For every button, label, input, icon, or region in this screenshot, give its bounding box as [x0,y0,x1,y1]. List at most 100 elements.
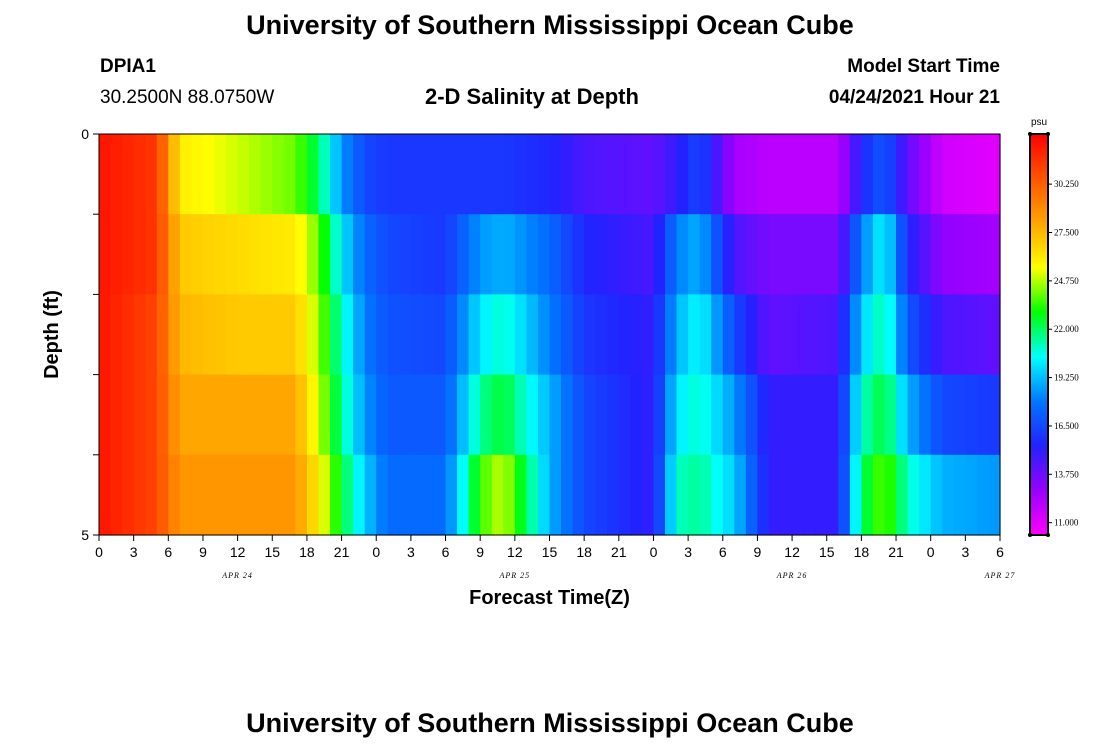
heat-cell [341,214,354,295]
heat-cell [595,134,608,215]
heat-cell [168,374,181,456]
heat-cell [179,454,193,536]
colorbar-tick-label: 13.750 [1054,469,1079,479]
heat-cell [745,374,759,456]
heat-cell [711,374,724,456]
heat-cell [214,214,227,295]
heat-cell [364,374,377,456]
heat-cell [122,214,135,295]
colorbar: psu 30.250 27.500 24.750 22.000 19.250 16.500 1… [1028,117,1079,537]
heat-cell [561,374,574,456]
heat-cell [607,214,620,295]
heat-cell [537,374,551,456]
heat-cell [237,214,250,295]
heat-cell [226,454,239,536]
heat-cell [930,294,943,376]
heat-cell [792,294,805,376]
heat-cell [549,134,562,215]
heat-cell [641,134,655,215]
heat-cell [561,214,574,295]
heat-cell [653,134,666,215]
heat-cell [861,214,874,295]
heat-cell [792,214,805,295]
x-tick-label: 6 [442,544,450,560]
heat-cell [861,294,874,376]
x-tick-label: 15 [264,544,280,560]
x-axis-label: Forecast Time(Z) [469,587,630,609]
colorbar-tick-label: 19.250 [1054,373,1079,383]
heat-cell [226,374,239,456]
heat-cell [191,294,204,376]
heat-cell [410,374,424,456]
heat-cell [145,134,158,215]
heat-cell [676,294,689,376]
heat-cell [930,214,943,295]
heat-cell [179,134,193,215]
heat-cell [480,374,493,456]
heat-cell [803,454,816,536]
heat-cell [584,294,597,376]
heat-cell [410,214,424,295]
heat-cell [803,374,816,456]
heat-cell [110,134,123,215]
heat-cell [445,454,458,536]
heat-cell [988,454,1001,536]
heat-cell [561,294,574,376]
heat-cell [410,134,424,215]
heat-cell [722,294,735,376]
heat-cell [237,294,250,376]
heat-cell [849,294,862,376]
heat-cell [872,294,886,376]
heat-cell [318,374,331,456]
x-tick-label: 0 [95,544,103,560]
heat-cell [514,454,527,536]
heat-cell [399,454,412,536]
heat-cell [376,214,389,295]
heat-cell [618,374,631,456]
heat-cell [688,374,701,456]
heat-cell [988,214,1001,295]
x-tick-label: 6 [719,544,727,560]
colorbar-gradient [1029,133,1049,536]
heat-cell [896,214,909,295]
heat-cell [641,214,655,295]
x-tick-label: 3 [407,544,415,560]
heat-cell [572,294,585,376]
heat-cell [768,454,782,536]
colorbar-corner [1028,132,1032,136]
heat-cell [353,214,366,295]
x-tick-label: 0 [927,544,935,560]
heat-cell [641,374,655,456]
heat-cell [364,134,377,215]
heat-cell [295,294,308,376]
heat-cell [976,134,990,215]
heat-cell [676,134,689,215]
colorbar-tick-label: 11.000 [1054,518,1079,528]
heat-cell [237,454,250,536]
heat-cell [260,134,273,215]
heat-cell [815,294,828,376]
colorbar-corner [1046,132,1050,136]
x-tick-label: 3 [961,544,969,560]
heat-cell [618,134,631,215]
y-tick-label: 5 [81,527,89,543]
heat-cell [815,454,828,536]
heat-cell [99,374,112,456]
heat-cell [607,374,620,456]
heat-cell [191,454,204,536]
heat-cell [306,454,320,536]
date-label: APR 25 [499,571,531,580]
heat-cell [99,294,112,376]
heat-cell [561,454,574,536]
heat-cell [942,454,955,536]
heat-cell [803,294,816,376]
heat-cell [826,214,839,295]
heat-cell [410,294,424,376]
y-axis-label: Depth (ft) [41,290,63,379]
heat-cell [641,294,655,376]
heat-cell [884,374,897,456]
model-start-label: Model Start Time [847,56,1000,77]
heat-cell [387,294,400,376]
heat-cell [780,374,793,456]
